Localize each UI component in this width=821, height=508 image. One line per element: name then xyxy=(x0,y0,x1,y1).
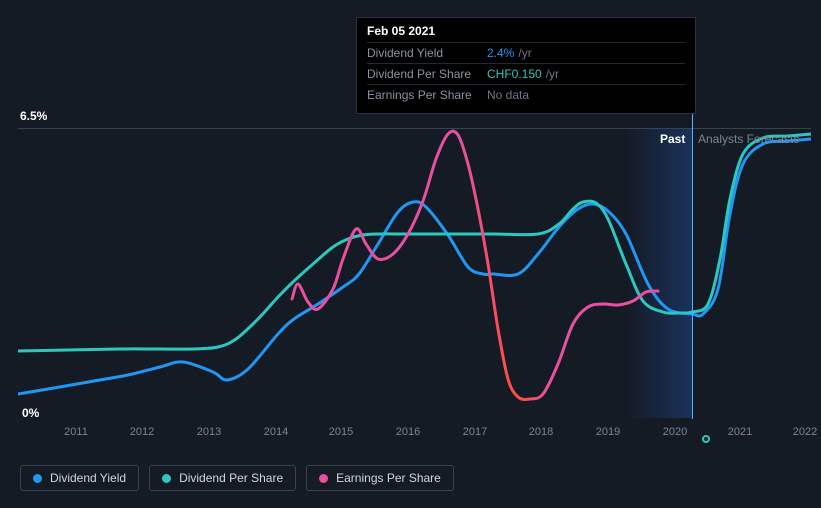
tooltip-row-value: 2.4% xyxy=(487,46,514,60)
x-axis-tick: 2021 xyxy=(728,426,752,438)
region-label-past: Past xyxy=(660,132,685,146)
legend-item-earnings-per-share[interactable]: Earnings Per Share xyxy=(306,465,454,491)
tooltip-row-label: Dividend Per Share xyxy=(367,67,487,81)
tooltip-row: Earnings Per ShareNo data xyxy=(367,84,685,105)
x-axis-tick: 2018 xyxy=(529,426,553,438)
legend-item-dividend-yield[interactable]: Dividend Yield xyxy=(20,465,139,491)
tooltip-row: Dividend Yield2.4% /yr xyxy=(367,42,685,63)
x-axis-tick: 2022 xyxy=(793,426,817,438)
x-axis-tick: 2016 xyxy=(396,426,420,438)
x-axis-tick: 2020 xyxy=(663,426,687,438)
x-axis-tick: 2014 xyxy=(264,426,288,438)
legend-label: Dividend Yield xyxy=(50,471,126,485)
legend-dot-icon xyxy=(162,474,171,483)
legend-label: Dividend Per Share xyxy=(179,471,283,485)
x-axis-tick: 2012 xyxy=(130,426,154,438)
tooltip-row: Dividend Per ShareCHF0.150/yr xyxy=(367,63,685,84)
legend-label: Earnings Per Share xyxy=(336,471,441,485)
x-axis-tick: 2019 xyxy=(596,426,620,438)
x-axis-tick: 2015 xyxy=(329,426,353,438)
chart-legend: Dividend Yield Dividend Per Share Earnin… xyxy=(20,465,454,491)
tooltip-row-value: CHF0.150 xyxy=(487,67,542,81)
tooltip-date: Feb 05 2021 xyxy=(367,24,685,42)
region-label-forecast: Analysts Forecasts xyxy=(698,132,799,146)
legend-item-dividend-per-share[interactable]: Dividend Per Share xyxy=(149,465,296,491)
x-axis: 2011 2012 2013 2014 2015 2016 2017 2018 2019 2020… xyxy=(18,426,811,446)
y-axis-min-label: 0% xyxy=(22,406,39,420)
legend-dot-icon xyxy=(33,474,42,483)
tooltip-row-unit: /yr xyxy=(546,67,559,81)
chart-plot-area[interactable] xyxy=(18,128,811,418)
x-axis-tick: 2017 xyxy=(463,426,487,438)
y-axis-max-label: 6.5% xyxy=(20,109,47,123)
x-axis-tick: 2013 xyxy=(197,426,221,438)
tooltip-row-label: Earnings Per Share xyxy=(367,88,487,102)
chart-tooltip: Feb 05 2021 Dividend Yield2.4%/yrDividen… xyxy=(356,17,696,114)
x-axis-tick: 2011 xyxy=(64,426,88,438)
legend-dot-icon xyxy=(319,474,328,483)
tooltip-row-value: No data xyxy=(487,88,529,102)
tooltip-row-unit: /yr xyxy=(518,46,531,60)
tooltip-row-label: Dividend Yield xyxy=(367,46,487,60)
